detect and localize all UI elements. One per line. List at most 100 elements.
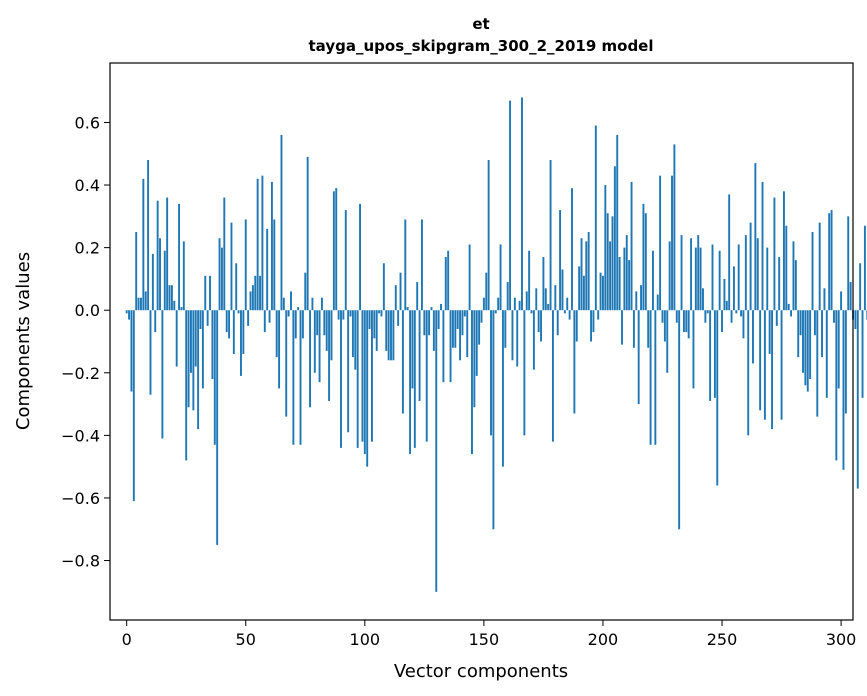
bar-297 — [833, 310, 835, 323]
bar-132 — [440, 303, 442, 311]
bar-60 — [268, 310, 271, 323]
bar-275 — [780, 310, 783, 420]
bar-18 — [168, 285, 171, 311]
bar-173 — [537, 310, 540, 333]
bar-61 — [270, 181, 273, 311]
bar-215 — [637, 310, 640, 405]
bar-133 — [442, 310, 445, 383]
bar-204 — [611, 216, 614, 311]
bar-220 — [649, 310, 652, 445]
bar-191 — [580, 238, 583, 311]
bar-117 — [404, 219, 407, 311]
bar-86 — [330, 310, 333, 361]
x-tick-label: 0 — [122, 630, 132, 649]
bar-166 — [521, 97, 523, 311]
bar-119 — [409, 310, 412, 455]
bar-127 — [428, 310, 431, 336]
bar-69 — [290, 291, 292, 311]
bar-242 — [702, 288, 704, 311]
bar-267 — [761, 181, 764, 311]
bar-235 — [685, 310, 688, 333]
bar-103 — [371, 310, 373, 442]
bar-193 — [585, 241, 588, 311]
bar-309 — [861, 310, 864, 398]
bar-128 — [430, 307, 433, 311]
bar-266 — [759, 310, 762, 411]
bar-0 — [125, 310, 128, 314]
bar-77 — [309, 310, 311, 408]
bar-58 — [263, 310, 266, 333]
bar-280 — [792, 241, 795, 311]
bar-299 — [837, 310, 840, 389]
bar-130 — [435, 310, 438, 592]
bar-59 — [266, 228, 269, 311]
bar-52 — [249, 291, 252, 311]
bar-160 — [506, 282, 509, 311]
bar-217 — [642, 203, 645, 311]
bar-258 — [740, 310, 743, 317]
bar-202 — [606, 213, 609, 311]
bar-261 — [747, 310, 750, 436]
bar-236 — [687, 310, 690, 339]
bar-89 — [337, 310, 340, 320]
bar-264 — [754, 163, 757, 311]
x-tick-label: 250 — [707, 630, 738, 649]
bar-153 — [490, 310, 492, 436]
bar-189 — [575, 310, 578, 342]
bar-series — [125, 97, 867, 592]
bar-126 — [425, 310, 428, 442]
bar-222 — [654, 310, 657, 445]
bar-219 — [647, 310, 650, 348]
bar-96 — [354, 310, 357, 370]
bar-118 — [406, 307, 409, 311]
bar-205 — [613, 166, 616, 311]
bar-176 — [544, 288, 547, 311]
bar-23 — [180, 307, 183, 311]
bar-276 — [782, 191, 785, 311]
bar-26 — [187, 310, 190, 408]
bar-290 — [816, 310, 819, 417]
bar-157 — [499, 244, 502, 311]
bar-301 — [842, 310, 845, 470]
bar-148 — [478, 310, 481, 345]
bar-254 — [730, 310, 733, 323]
bar-109 — [385, 310, 388, 351]
bar-286 — [806, 310, 809, 392]
bar-249 — [718, 250, 721, 311]
bar-121 — [413, 310, 416, 448]
bar-248 — [716, 310, 719, 486]
bar-47 — [237, 310, 240, 314]
bar-22 — [178, 203, 181, 311]
bar-48 — [240, 310, 242, 376]
bar-71 — [294, 310, 297, 339]
bar-110 — [387, 310, 390, 361]
bar-108 — [382, 263, 385, 311]
bar-115 — [399, 272, 402, 311]
bar-298 — [835, 310, 838, 461]
bar-98 — [359, 203, 362, 311]
bar-158 — [501, 310, 504, 467]
bar-144 — [468, 244, 471, 311]
bar-73 — [299, 310, 302, 445]
bar-33 — [204, 275, 207, 311]
bar-262 — [749, 222, 752, 311]
bar-177 — [547, 303, 550, 311]
x-tick-label: 200 — [588, 630, 619, 649]
bar-178 — [549, 160, 552, 311]
bar-224 — [659, 175, 662, 311]
chart-subtitle: tayga_upos_skipgram_300_2_2019 model — [309, 37, 654, 55]
bar-240 — [697, 235, 700, 311]
bar-13 — [156, 200, 159, 311]
bar-150 — [482, 297, 485, 311]
bar-25 — [185, 310, 188, 461]
bar-12 — [154, 310, 157, 333]
bar-245 — [709, 310, 712, 401]
bar-30 — [197, 310, 200, 430]
bar-293 — [823, 288, 826, 311]
bar-93 — [347, 310, 350, 433]
bar-146 — [473, 310, 476, 408]
bar-199 — [599, 272, 602, 311]
bar-250 — [721, 310, 723, 333]
bar-122 — [416, 282, 419, 311]
bar-10 — [149, 310, 152, 395]
